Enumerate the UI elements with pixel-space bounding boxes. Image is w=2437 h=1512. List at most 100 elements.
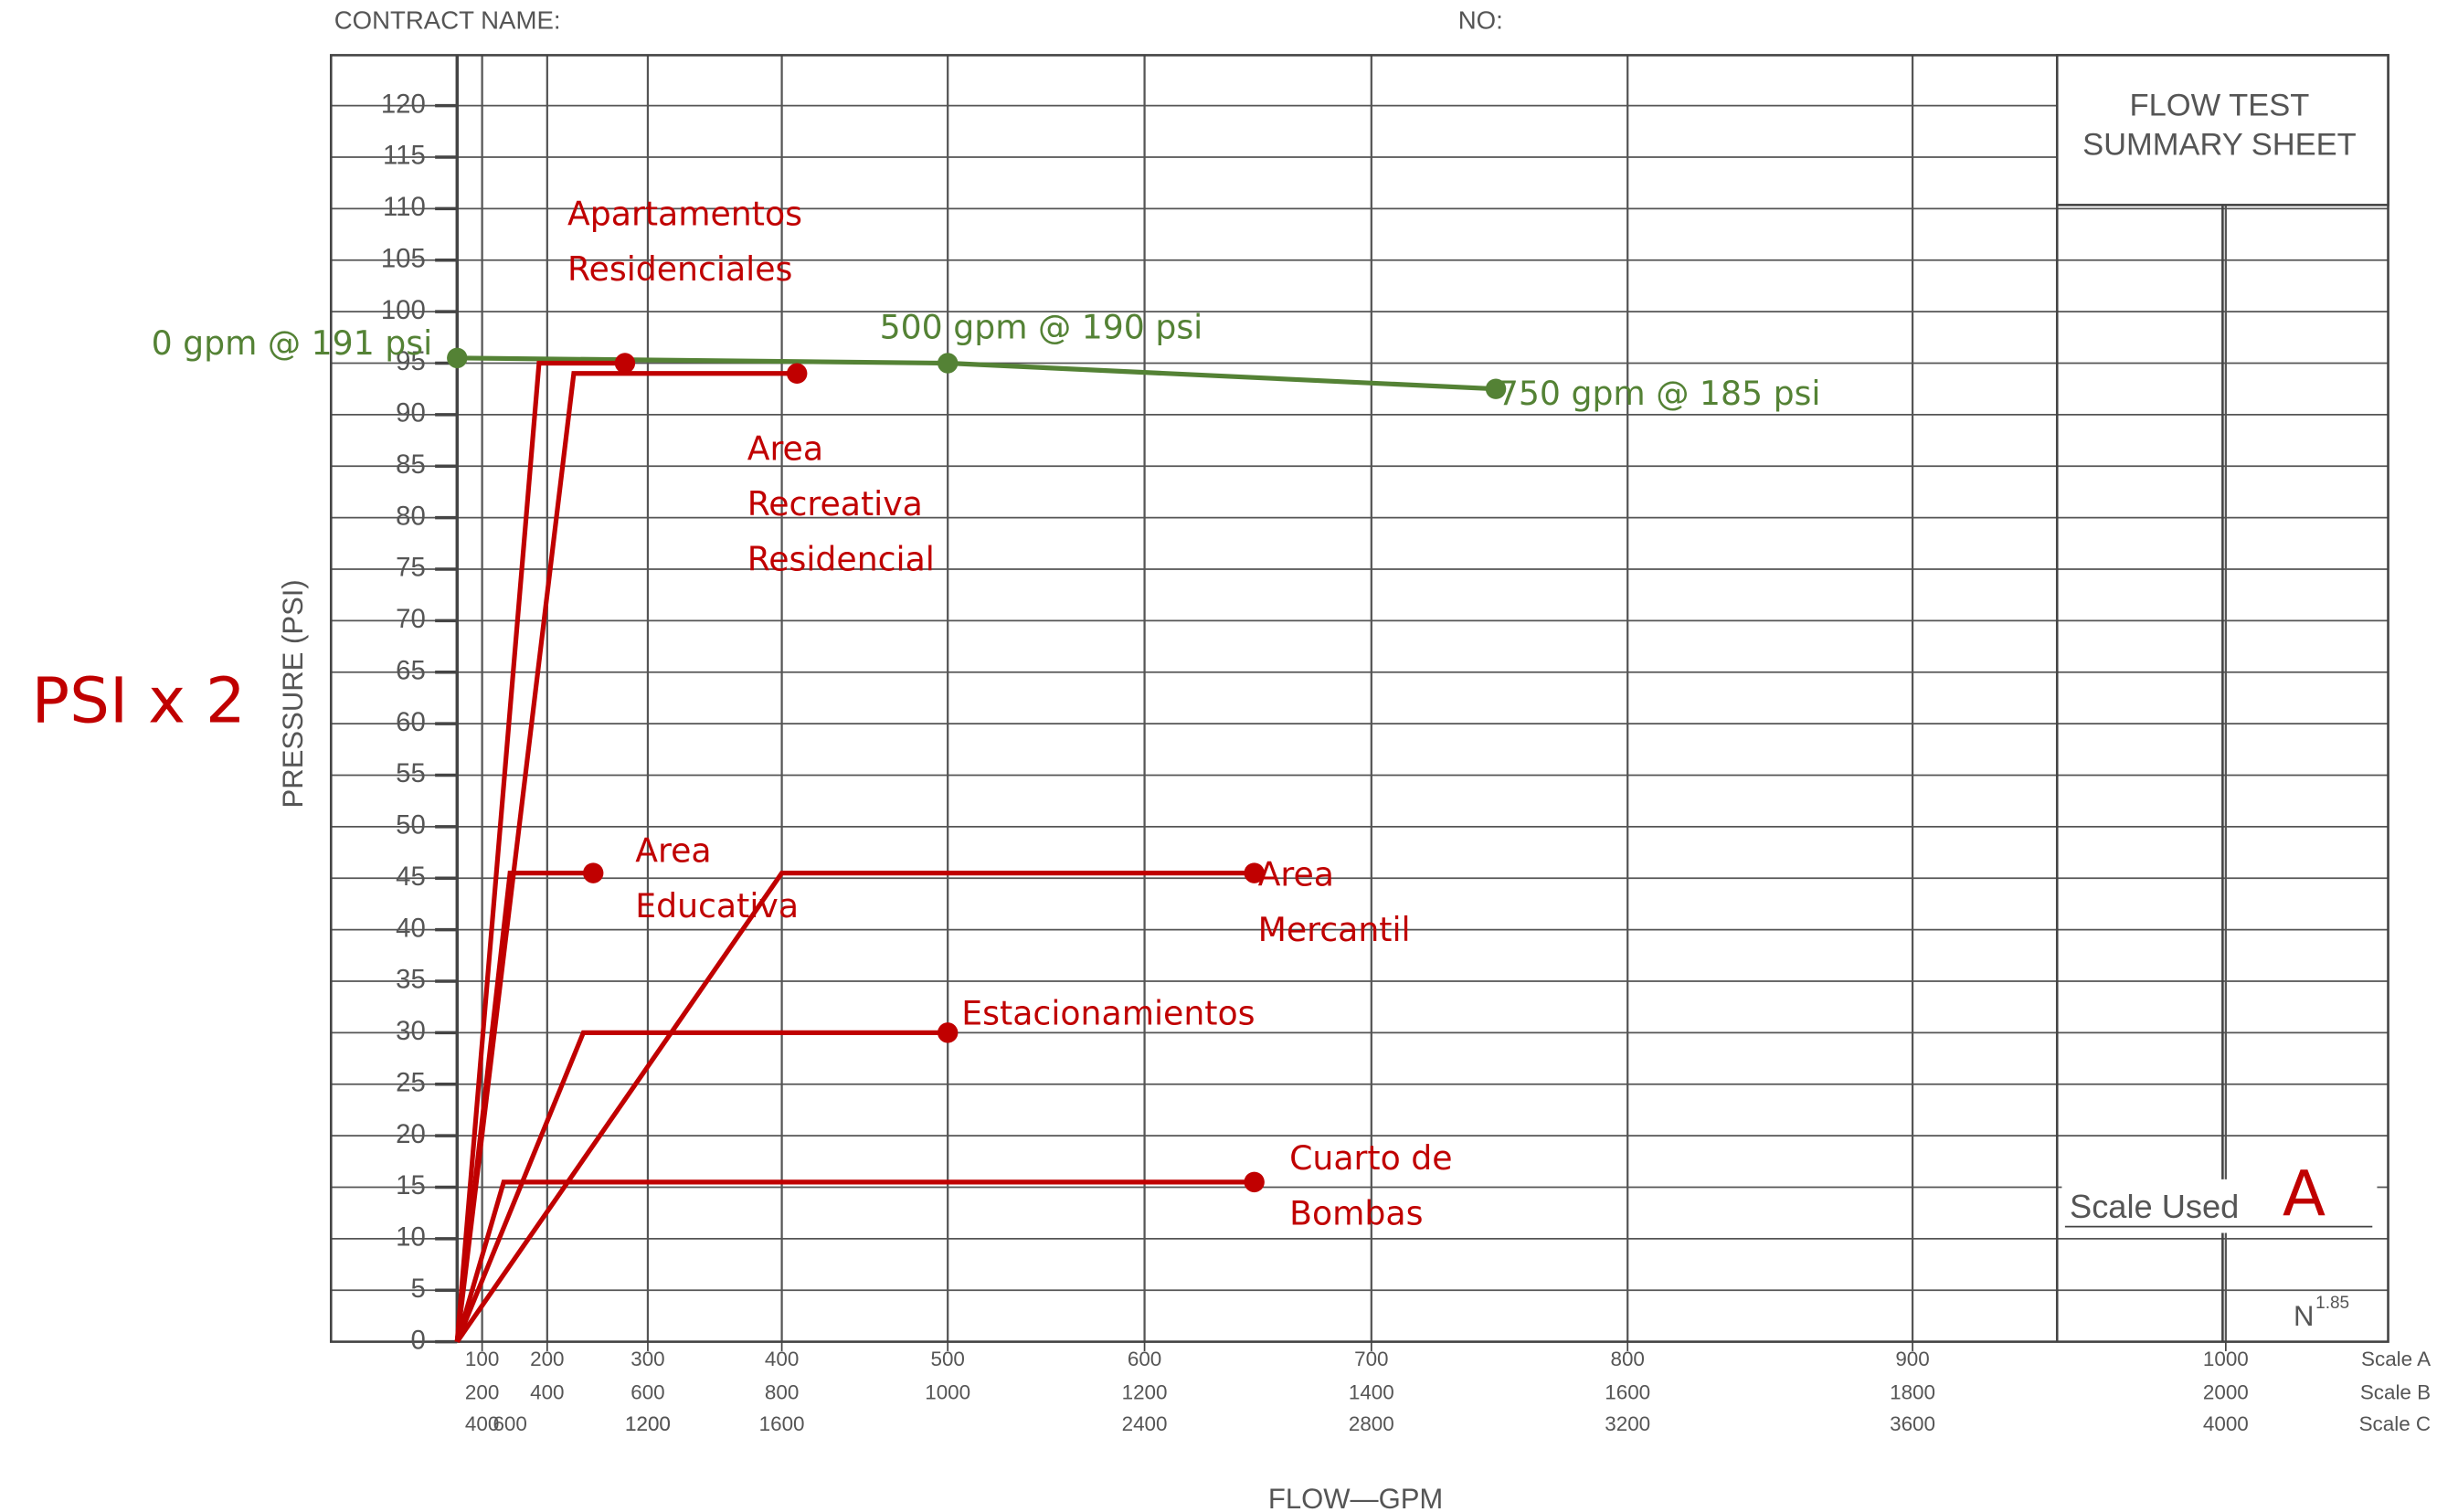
y-tick-label: 45 [396, 862, 426, 892]
series-label: Area [747, 429, 823, 469]
point-label: 750 gpm @ 185 psi [1498, 374, 1821, 413]
scale-name: Scale A [2361, 1348, 2431, 1370]
scale-used-label: Scale Used [2070, 1188, 2239, 1225]
series-line [454, 360, 625, 1342]
y-tick-label: 50 [396, 810, 426, 841]
x-tick-label: 4000 [2203, 1412, 2249, 1435]
data-point [937, 1022, 959, 1043]
contract-name: CONTRACT NAME: [334, 5, 561, 34]
scale-used-box [2061, 1179, 2378, 1233]
data-point [786, 363, 808, 384]
data-point [1244, 862, 1265, 883]
y-tick-label: 115 [383, 141, 426, 171]
y-tick-label: 0 [410, 1325, 425, 1355]
scale-name: Scale B [2360, 1380, 2431, 1403]
point-label: 500 gpm @ 190 psi [880, 308, 1203, 347]
series-label: Area [635, 831, 711, 871]
x-axis-label: FLOW—GPM [1268, 1483, 1443, 1512]
scale-exponent: 1.85 [2315, 1294, 2349, 1313]
y-tick-label: 105 [381, 243, 426, 273]
x-tick-label: 3600 [1890, 1412, 1935, 1435]
x-tick-label: 1600 [1605, 1380, 1650, 1403]
y-tick-label: 35 [396, 965, 426, 995]
scale-formula: N [2294, 1300, 2314, 1332]
x-tick-label: 3200 [1605, 1412, 1650, 1435]
grid [331, 55, 2389, 1343]
y-tick-label: 40 [396, 913, 426, 943]
x-tick-label: 600 [630, 1380, 664, 1403]
x-tick-label: 2400 [1122, 1412, 1168, 1435]
x-tick-label: 900 [1895, 1348, 1929, 1370]
series-label: Area [1258, 855, 1334, 894]
number-field: NO: [1458, 5, 1503, 34]
x-tick-label: 1200 [625, 1412, 671, 1435]
x-tick-label: 400 [530, 1380, 564, 1403]
box-title: FLOW TEST [2130, 88, 2310, 122]
x-tick-label: 1400 [1349, 1380, 1394, 1403]
y-tick-label: 95 [396, 346, 426, 376]
series-line [454, 371, 798, 1342]
series-label: Educativa [635, 886, 799, 925]
y-tick-label: 75 [396, 553, 426, 583]
series-label: Mercantil [1258, 910, 1411, 949]
series-label: Bombas [1289, 1194, 1423, 1233]
x-tick-label: 500 [930, 1348, 964, 1370]
data-point [582, 862, 604, 883]
series-line [454, 1179, 1255, 1343]
x-tick-label: 1000 [925, 1380, 970, 1403]
series-label: Residencial [747, 539, 935, 578]
y-tick-label: 25 [396, 1067, 426, 1097]
y-tick-label: 60 [396, 707, 426, 737]
x-tick-label: 800 [1610, 1348, 1644, 1370]
frame [329, 54, 2389, 1343]
y-tick-label: 65 [396, 655, 426, 685]
x-tick-label: 1200 [625, 1412, 671, 1435]
y-tick-label: 5 [410, 1274, 425, 1304]
scale-used: A [2283, 1158, 2326, 1232]
x-tick-label: 800 [765, 1380, 799, 1403]
y-tick-label: 120 [381, 89, 426, 119]
series-line [455, 871, 1255, 1344]
y-tick-label: 70 [396, 604, 426, 634]
y-tick-label: 85 [396, 449, 426, 480]
series-label: Apartamentos [567, 194, 802, 233]
x-tick-label: 400 [765, 1348, 799, 1370]
series-label: Estacionamientos [961, 993, 1255, 1032]
y-tick-label: 55 [396, 758, 426, 788]
x-tick-label: 200 [465, 1380, 499, 1403]
y-tick-label: 20 [396, 1119, 426, 1149]
series-label: Recreativa [747, 484, 923, 523]
x-tick-label: 300 [630, 1348, 664, 1370]
point-label: 0 gpm @ 191 psi [152, 323, 433, 363]
y-tick-label: 10 [396, 1222, 426, 1253]
x-tick-label: 600 [1128, 1348, 1161, 1370]
y-note: PSI x 2 [32, 664, 246, 737]
x-tick-label: 1600 [759, 1412, 805, 1435]
box-title: SUMMARY SHEET [2082, 128, 2357, 163]
y-tick-label: 90 [396, 398, 426, 428]
data-point [1244, 1171, 1265, 1193]
x-tick-label: 2000 [2203, 1380, 2249, 1403]
x-tick-label: 100 [465, 1348, 499, 1370]
data-point [1485, 378, 1507, 399]
y-tick-label: 15 [396, 1170, 426, 1200]
x-tick-label: 1200 [1122, 1380, 1168, 1403]
series-label: Residenciales [567, 249, 792, 289]
y-tick-label: 100 [381, 295, 426, 325]
data-point [614, 353, 636, 374]
y-tick-label: 110 [383, 192, 426, 222]
y-tick-label: 80 [396, 501, 426, 531]
x-tick-label: 1000 [2203, 1348, 2249, 1370]
x-tick-label: 700 [1354, 1348, 1388, 1370]
data-point [937, 353, 959, 374]
x-tick-label: 1800 [1890, 1380, 1935, 1403]
x-tick-label: 600 [493, 1412, 526, 1435]
x-tick-label: 2800 [1349, 1412, 1394, 1435]
x-tick-label: 200 [530, 1348, 564, 1370]
series-label: Cuarto de [1289, 1138, 1452, 1178]
scale-name: Scale C [2359, 1412, 2432, 1435]
series-line [454, 1030, 948, 1343]
